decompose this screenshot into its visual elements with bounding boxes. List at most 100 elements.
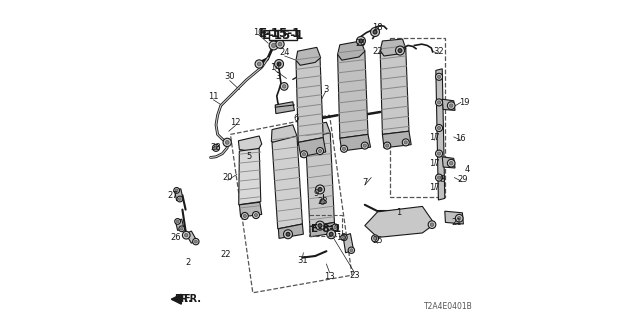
Circle shape	[284, 230, 292, 239]
Circle shape	[404, 141, 407, 144]
Circle shape	[286, 232, 290, 236]
Circle shape	[364, 144, 366, 147]
Circle shape	[359, 39, 363, 43]
Bar	[269, 30, 297, 40]
Circle shape	[438, 126, 440, 130]
Circle shape	[332, 224, 339, 230]
Text: FR.: FR.	[174, 294, 193, 304]
Circle shape	[327, 230, 336, 239]
Circle shape	[342, 236, 346, 239]
Circle shape	[374, 237, 376, 240]
Circle shape	[278, 42, 282, 46]
Circle shape	[282, 85, 286, 88]
Circle shape	[303, 153, 305, 156]
Text: 10: 10	[253, 28, 264, 36]
Text: 3: 3	[276, 72, 281, 81]
Text: 19: 19	[459, 98, 469, 107]
Polygon shape	[296, 57, 323, 142]
Circle shape	[177, 196, 183, 202]
Text: 15: 15	[336, 233, 347, 242]
Bar	[309, 215, 342, 236]
Circle shape	[330, 232, 333, 236]
Polygon shape	[303, 122, 330, 142]
Circle shape	[398, 49, 402, 52]
Circle shape	[241, 212, 248, 220]
Text: 29: 29	[457, 175, 468, 184]
Polygon shape	[271, 125, 297, 145]
Text: 1: 1	[396, 208, 401, 217]
Circle shape	[373, 30, 377, 34]
Circle shape	[184, 234, 188, 237]
Polygon shape	[239, 148, 261, 205]
Text: 4: 4	[465, 165, 470, 174]
Polygon shape	[436, 69, 445, 200]
Circle shape	[174, 188, 179, 193]
Circle shape	[350, 249, 353, 252]
Circle shape	[319, 149, 321, 153]
Text: T2A4E0401B: T2A4E0401B	[424, 302, 473, 311]
Circle shape	[280, 83, 288, 90]
Text: 26: 26	[170, 233, 180, 242]
Text: 17: 17	[429, 183, 440, 192]
Circle shape	[356, 36, 365, 45]
Circle shape	[176, 220, 179, 223]
Polygon shape	[338, 51, 368, 138]
Circle shape	[179, 198, 181, 200]
Circle shape	[372, 235, 379, 242]
Circle shape	[362, 142, 369, 149]
Circle shape	[316, 221, 324, 230]
Circle shape	[438, 101, 440, 104]
Text: 9: 9	[314, 189, 319, 198]
Circle shape	[340, 145, 348, 152]
Polygon shape	[340, 134, 371, 151]
Text: 3: 3	[323, 85, 328, 94]
Circle shape	[255, 60, 264, 68]
Polygon shape	[296, 47, 321, 65]
Polygon shape	[239, 202, 262, 217]
Circle shape	[371, 28, 380, 36]
Text: 12: 12	[230, 118, 241, 127]
Circle shape	[175, 219, 180, 224]
Circle shape	[257, 62, 261, 66]
Text: E-8-1: E-8-1	[310, 224, 341, 234]
Polygon shape	[442, 157, 455, 168]
Circle shape	[341, 234, 347, 241]
Circle shape	[175, 189, 178, 192]
Circle shape	[317, 148, 323, 155]
Text: 16: 16	[456, 134, 466, 143]
Circle shape	[447, 102, 455, 109]
Circle shape	[348, 247, 355, 253]
Circle shape	[243, 214, 246, 218]
Text: E-15-1: E-15-1	[262, 29, 304, 42]
Text: E-15-1: E-15-1	[259, 27, 301, 40]
Circle shape	[428, 221, 436, 228]
Text: 17: 17	[429, 159, 440, 168]
Circle shape	[179, 226, 184, 232]
Polygon shape	[239, 136, 262, 151]
Text: 21: 21	[451, 218, 461, 227]
Text: 28: 28	[211, 143, 221, 152]
Polygon shape	[380, 39, 406, 56]
Circle shape	[396, 46, 404, 55]
Circle shape	[386, 144, 388, 147]
Polygon shape	[186, 231, 197, 243]
Circle shape	[334, 226, 337, 228]
Circle shape	[436, 150, 443, 157]
Text: 23: 23	[349, 271, 360, 280]
Circle shape	[403, 139, 410, 146]
Circle shape	[320, 199, 325, 204]
Circle shape	[252, 212, 260, 219]
Circle shape	[214, 146, 218, 149]
Circle shape	[180, 228, 183, 230]
Polygon shape	[442, 99, 455, 110]
Circle shape	[384, 142, 390, 149]
Polygon shape	[338, 41, 365, 60]
Circle shape	[436, 174, 443, 181]
Text: 14: 14	[270, 63, 280, 72]
Polygon shape	[365, 206, 435, 237]
Circle shape	[182, 231, 190, 239]
Polygon shape	[272, 136, 302, 229]
Polygon shape	[343, 234, 354, 253]
Circle shape	[271, 44, 276, 47]
Text: 5: 5	[246, 152, 252, 161]
